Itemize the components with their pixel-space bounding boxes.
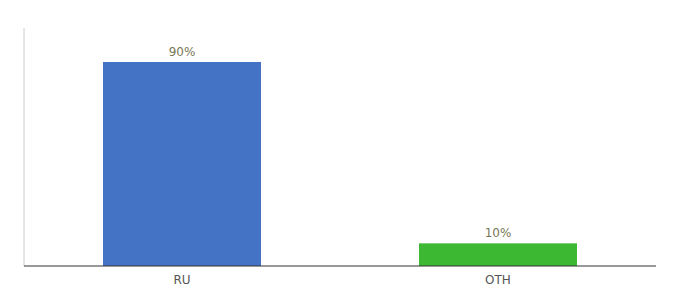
bars <box>103 62 577 266</box>
chart-svg: RU OTH 90% 10% <box>0 0 680 300</box>
y-axis-line <box>24 28 25 266</box>
data-label: 10% <box>485 226 512 240</box>
chart-container: RU OTH 90% 10% <box>0 0 680 300</box>
bar <box>103 62 261 266</box>
x-axis-line <box>24 266 656 267</box>
x-tick-label: OTH <box>485 273 511 287</box>
data-label: 90% <box>169 45 196 59</box>
x-tick-label: RU <box>173 273 190 287</box>
bar <box>419 243 577 266</box>
